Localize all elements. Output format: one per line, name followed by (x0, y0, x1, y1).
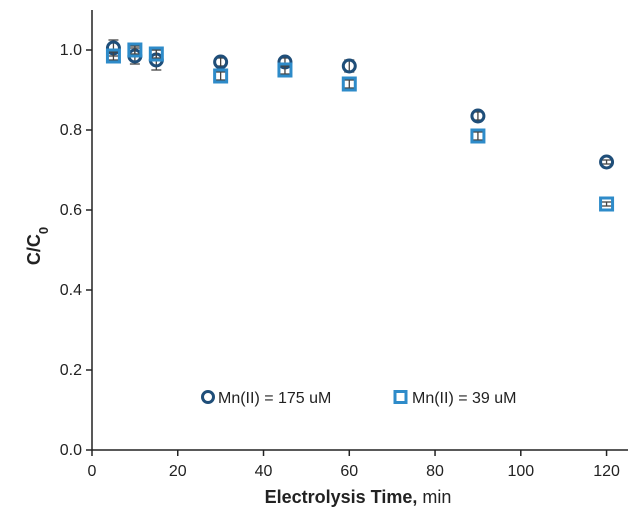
legend-marker-square (393, 390, 408, 404)
x-tick-label: 60 (340, 463, 358, 480)
y-tick-label: 0.4 (60, 282, 82, 299)
data-point-39uM (148, 46, 164, 62)
data-point-39uM (599, 196, 615, 212)
x-tick-label: 120 (593, 463, 620, 480)
data-point-175uM (341, 58, 357, 74)
data-point-39uM (470, 128, 486, 144)
legend-marker-circle (201, 390, 215, 404)
data-point-39uM (105, 48, 121, 64)
data-point-175uM (599, 154, 615, 170)
x-tick-label: 100 (507, 463, 534, 480)
x-axis-title-unit: min (417, 487, 451, 507)
x-tick-label: 20 (169, 463, 187, 480)
y-axis-title-main: C/C (24, 234, 44, 265)
data-point-39uM (277, 62, 293, 78)
legend-label-39uM: Mn(II) = 39 uM (412, 390, 516, 407)
data-point-39uM (341, 76, 357, 92)
x-tick-label: 40 (255, 463, 273, 480)
y-axis-title-sub: 0 (36, 227, 51, 234)
x-axis: 0 20 40 60 80 100 120 (88, 450, 620, 480)
y-tick-label: 0.6 (60, 202, 82, 219)
legend-label-175uM: Mn(II) = 175 uM (218, 390, 331, 407)
y-tick-label: 0.2 (60, 362, 82, 379)
x-axis-title-bold: Electrolysis Time, (265, 487, 418, 507)
y-tick-label: 0.8 (60, 122, 82, 139)
x-axis-title: Electrolysis Time, min (265, 487, 452, 507)
x-tick-label: 0 (88, 463, 97, 480)
data-points (105, 39, 615, 212)
y-tick-label: 1.0 (60, 42, 82, 59)
y-axis: 0.0 0.2 0.4 0.6 0.8 1.0 (60, 42, 92, 459)
y-axis-title: C/C0 (24, 227, 51, 265)
data-point-175uM (213, 54, 229, 70)
data-point-39uM (127, 42, 143, 58)
x-tick-label: 80 (426, 463, 444, 480)
data-point-175uM (470, 108, 486, 124)
plot-area (91, 10, 628, 451)
y-tick-label: 0.0 (60, 442, 82, 459)
legend: Mn(II) = 175 uM Mn(II) = 39 uM (201, 390, 516, 407)
data-point-39uM (213, 68, 229, 84)
